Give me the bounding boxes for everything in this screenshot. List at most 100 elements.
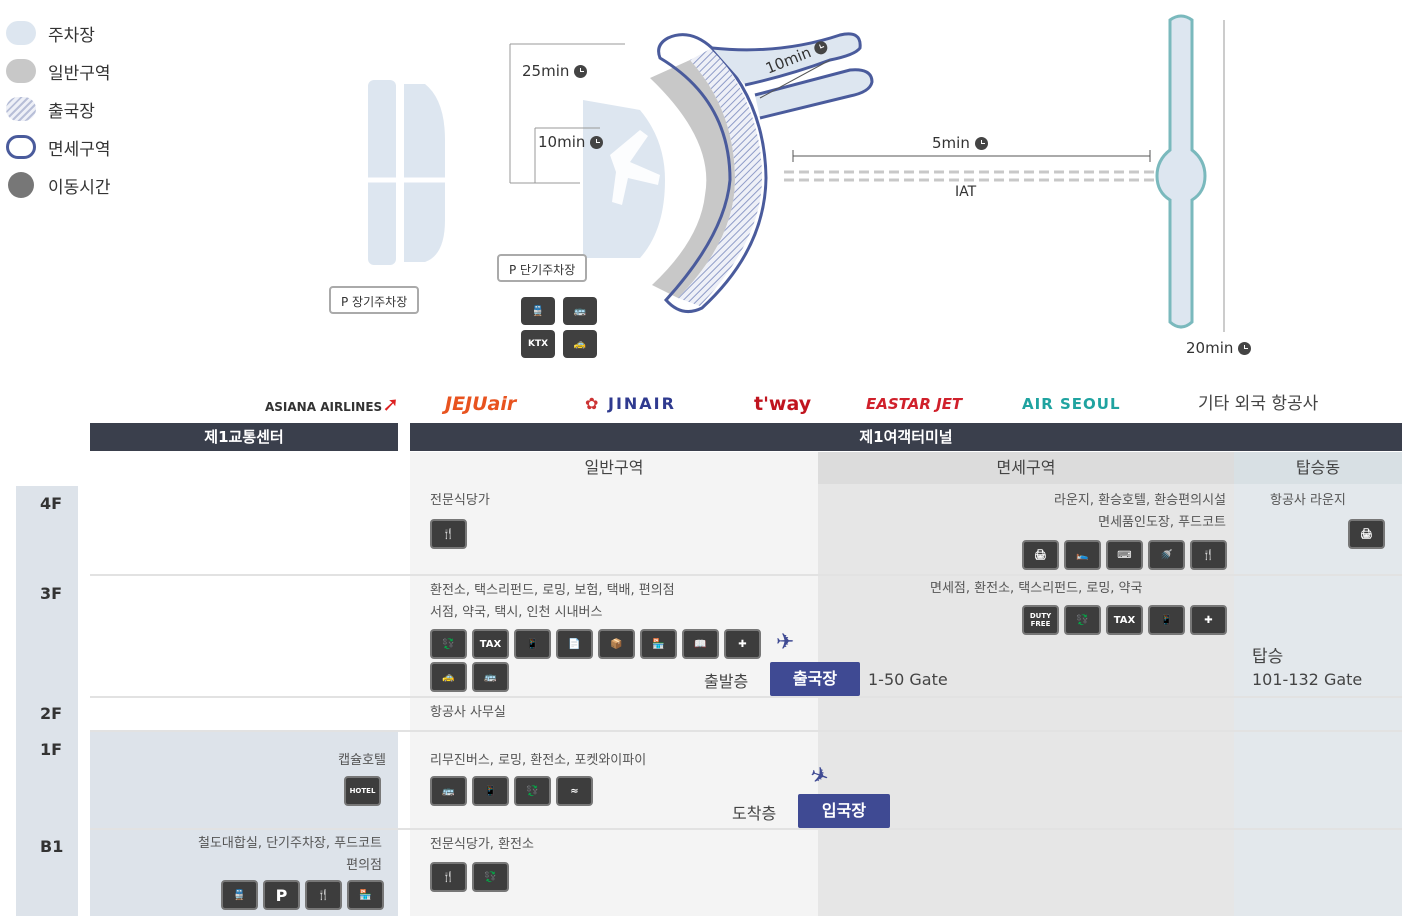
3f-general-text: 서점, 약국, 택시, 인천 시내버스 xyxy=(430,605,603,620)
clock-icon xyxy=(974,136,988,150)
train-icon: 🚆 xyxy=(221,880,258,910)
parking-icon: P xyxy=(263,880,300,910)
arrival-badge[interactable]: 입국장 xyxy=(798,794,890,828)
taxi-icon: 🚕 xyxy=(430,662,467,692)
roaming-icon: 📱 xyxy=(514,629,551,659)
currency-exchange-icon: 💱 xyxy=(472,862,509,892)
time-value: 5min xyxy=(932,134,970,152)
general-area-swatch xyxy=(6,59,36,83)
duty-free-icon: DUTY FREE xyxy=(1022,605,1059,635)
book-icon: 📖 xyxy=(682,629,719,659)
1f-transport-text: 캡슐호텔 xyxy=(338,753,386,768)
travel-time-label: 10min xyxy=(538,133,604,151)
legend-label: 이동시간 xyxy=(48,177,111,198)
restaurant-icon: 🍴 xyxy=(430,862,467,892)
floor-1f: 1F xyxy=(40,740,63,759)
hotel-icon: HOTEL xyxy=(344,776,381,806)
transfer-icon: ⌨ xyxy=(1106,540,1143,570)
legend-label: 일반구역 xyxy=(48,63,111,84)
currency-exchange-icon: 💱 xyxy=(430,629,467,659)
time-value: 25min xyxy=(522,62,570,80)
lounge-icon: 🖨 xyxy=(1022,540,1059,570)
wifi-icon: ≈ xyxy=(556,776,593,806)
store-icon: 🏪 xyxy=(347,880,384,910)
clock-icon xyxy=(574,64,588,78)
duty-free-area xyxy=(657,33,768,314)
roaming-icon: 📱 xyxy=(472,776,509,806)
terminal-map xyxy=(368,14,1225,332)
airline-airseoul: AIR SEOUL xyxy=(1022,395,1121,413)
currency-exchange-icon: 💱 xyxy=(1064,605,1101,635)
floor-3f: 3F xyxy=(40,584,63,603)
delivery-icon: 📦 xyxy=(598,629,635,659)
2f-general-text: 항공사 사무실 xyxy=(430,705,506,720)
currency-exchange-icon: 💱 xyxy=(514,776,551,806)
4f-boarding-text: 항공사 라운지 xyxy=(1270,493,1346,508)
legend-label: 면세구역 xyxy=(48,139,111,160)
pharmacy-icon: ✚ xyxy=(1190,605,1227,635)
transport-center-header: 제1교통센터 xyxy=(90,423,398,451)
hotel-bed-icon: 🛌 xyxy=(1064,540,1101,570)
floor-column xyxy=(16,486,78,916)
legend-label: 주차장 xyxy=(48,25,95,46)
jinair-logo-icon: ✿ xyxy=(585,394,601,413)
3f-general-text: 환전소, 택스리펀드, 로밍, 보험, 택배, 편의점 xyxy=(430,583,675,598)
zone-boarding: 탑승동 xyxy=(1295,458,1341,477)
clock-icon xyxy=(8,172,34,198)
pharmacy-icon: ✚ xyxy=(724,629,761,659)
store-icon: 🏪 xyxy=(640,629,677,659)
departure-badge[interactable]: 출국장 xyxy=(770,662,860,696)
time-value: 10min xyxy=(538,133,586,151)
airline-tway: t'way xyxy=(754,393,812,415)
train-icon: 🚆 xyxy=(521,297,555,325)
concourse-arm xyxy=(754,68,874,120)
clock-icon xyxy=(590,135,604,149)
legend-general-area: 일반구역 xyxy=(6,56,111,86)
arrival-floor-label: 도착층 xyxy=(732,804,777,823)
parking-swatch xyxy=(6,21,36,45)
duty-free-swatch xyxy=(6,135,36,159)
legend-travel-time: 이동시간 xyxy=(6,170,111,200)
insurance-icon: 📄 xyxy=(556,629,593,659)
iat-label: IAT xyxy=(955,184,977,200)
b1-general-text: 전문식당가, 환전소 xyxy=(430,837,534,852)
floor-b1: B1 xyxy=(40,837,64,856)
departure-plane-icon: ✈ xyxy=(776,630,795,655)
airline-other-foreign: 기타 외국 항공사 xyxy=(1198,394,1319,414)
plane-icon xyxy=(610,130,660,205)
restaurant-icon: 🍴 xyxy=(305,880,342,910)
boarding-label: 탑승 xyxy=(1252,647,1284,667)
shower-icon: 🚿 xyxy=(1148,540,1185,570)
airline-jinair: ✿ JINAIR xyxy=(585,394,676,413)
long-term-parking-area xyxy=(368,80,445,265)
bus-icon: 🚌 xyxy=(472,662,509,692)
short-term-parking-callout: P 단기주차장 xyxy=(497,254,588,282)
4f-dutyfree-text: 면세품인도장, 푸드코트 xyxy=(1098,515,1226,530)
4f-dutyfree-text: 라운지, 환승호텔, 환승편의시설 xyxy=(1053,493,1226,508)
legend-duty-free: 면세구역 xyxy=(6,132,111,162)
boarding-gates: 101-132 Gate xyxy=(1252,670,1363,689)
long-term-parking-callout: P 장기주차장 xyxy=(329,286,420,314)
tax-refund-icon: TAX xyxy=(1106,605,1143,635)
b1-transport-text: 철도대합실, 단기주차장, 푸드코트 xyxy=(198,836,382,851)
terminal-header: 제1여객터미널 xyxy=(410,423,1402,451)
general-area xyxy=(650,60,735,298)
floor-4f: 4F xyxy=(40,494,63,513)
clock-icon xyxy=(1238,341,1252,355)
bus-icon: 🚌 xyxy=(430,776,467,806)
departure-floor-label: 출발층 xyxy=(704,672,749,691)
zone-duty-free: 면세구역 xyxy=(996,458,1056,477)
travel-time-label: 5min xyxy=(932,134,988,152)
bus-icon: 🚌 xyxy=(563,297,597,325)
restaurant-icon: 🍴 xyxy=(430,519,467,549)
taxi-icon: 🚕 xyxy=(563,330,597,358)
lounge-icon: 🖨 xyxy=(1348,519,1385,549)
departure-area xyxy=(678,48,762,306)
duty-free-zone-area xyxy=(818,452,1234,916)
gate-range: 1-50 Gate xyxy=(868,670,948,689)
legend-parking: 주차장 xyxy=(6,18,95,48)
departure-swatch xyxy=(6,97,36,121)
airline-eastarjet: EASTAR JET xyxy=(866,395,963,413)
roaming-icon: 📱 xyxy=(1148,605,1185,635)
3f-dutyfree-text: 면세점, 환전소, 택스리펀드, 로밍, 약국 xyxy=(930,581,1143,596)
